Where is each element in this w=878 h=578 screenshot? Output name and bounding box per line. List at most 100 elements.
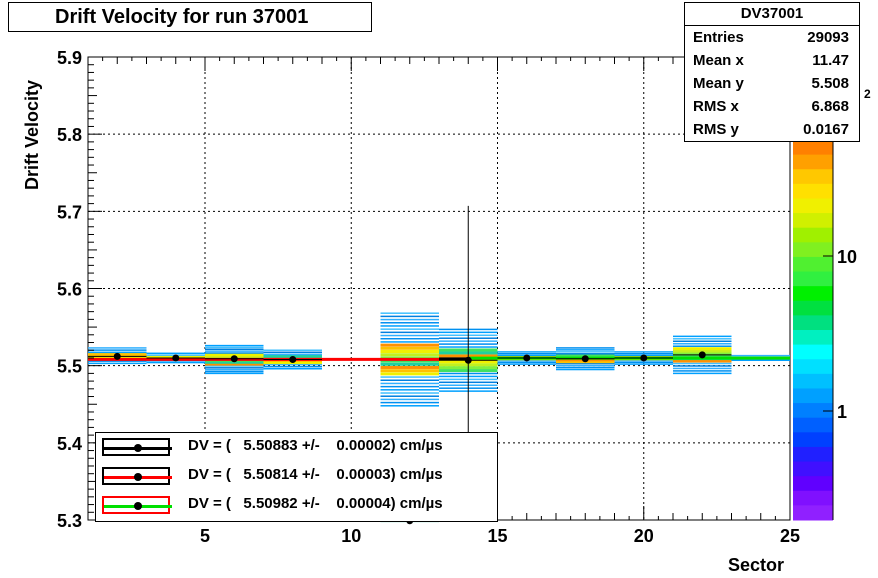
colorbar-segment [793,242,833,258]
y-tick-label: 5.7 [57,202,82,222]
colorbar-segment [793,198,833,214]
heatmap-cell [614,363,673,365]
colorbar-segment [793,140,833,156]
legend-label: DV = ( 5.50814 +/- 0.00003) cm/µs [188,466,443,483]
stats-value: 11.47 [812,52,849,69]
heatmap-cell [380,362,439,366]
stats-row-entries: Entries 29093 [685,26,859,49]
heatmap-cell [380,353,439,357]
heatmap-cell [556,351,615,353]
heatmap-cell [380,328,439,330]
stats-row-rms-y: RMS y 0.0167 [685,118,859,141]
heatmap-cell [556,353,615,355]
heatmap-cell [673,340,732,343]
colorbar-segment [793,315,833,331]
legend-swatch-box [102,438,172,456]
heatmap-cell [380,337,439,340]
heatmap-cell [380,312,439,314]
colorbar-segment [793,256,833,273]
colorbar-segment [793,213,833,229]
x-tick-label: 15 [487,526,507,546]
heatmap-cell [673,338,732,340]
heatmap-cell [380,395,439,397]
heatmap-cell [497,352,556,355]
x-tick-label: 10 [341,526,361,546]
stats-row-rms-x: RMS x 6.868 [685,95,859,118]
colorbar-segment [793,403,833,419]
heatmap-cell [673,343,732,345]
heatmap-cell [673,359,732,363]
heatmap-cell [556,347,615,349]
stats-row-mean-x: Mean x 11.47 [685,49,859,72]
legend-entry: DV = ( 5.50814 +/- 0.00003) cm/µs [96,464,497,490]
chart-title: Drift Velocity for run 37001 [8,2,372,32]
heatmap-cell [380,334,439,337]
stats-value: 5.508 [811,75,849,92]
heatmap-cell [380,322,439,324]
heatmap-cell [673,345,732,347]
legend-swatch-box [102,496,172,514]
heatmap-cell [556,362,615,365]
heatmap-cell [88,360,147,362]
x-tick-label: 20 [634,526,654,546]
colorbar-segment [793,344,833,360]
colorbar-segment [793,432,833,448]
legend-label: DV = ( 5.50982 +/- 0.00004) cm/µs [188,495,443,512]
heatmap-cell [88,362,147,365]
colorbar-segment [793,359,833,375]
heatmap-cell [614,351,673,353]
x-tick-label: 5 [200,526,210,546]
heatmap-cell [205,346,264,349]
colorbar: 1 10 2 [793,87,871,521]
heatmap-cell [673,370,732,372]
heatmap-cell [263,365,322,368]
data-point [230,355,238,363]
heatmap-cell [497,351,556,353]
heatmap-cell [731,359,790,362]
y-tick-label: 5.9 [57,48,82,68]
stats-box: DV37001 Entries 29093 Mean x 11.47 Mean … [684,2,860,142]
data-point [172,354,180,362]
data-point [523,354,531,362]
heatmap-cell [205,365,264,367]
y-tick-label: 5.4 [57,434,82,454]
legend-label: DV = ( 5.50883 +/- 0.00002) cm/µs [188,437,443,454]
colorbar-segment [793,476,833,492]
heatmap-cell [263,349,322,351]
heatmap-cell [673,367,732,370]
y-tick-label: 5.6 [57,280,82,300]
heatmap-cell [556,349,615,351]
y-axis-label: Drift Velocity [22,80,42,190]
heatmap-cell [205,368,264,371]
stats-label: Mean x [693,52,744,69]
colorbar-segment [793,169,833,185]
colorbar-segment [793,388,833,404]
heatmap-cell [380,379,439,381]
x-axis-label: Sector [728,555,784,575]
heatmap-cell [380,389,439,391]
stats-value: 29093 [807,29,849,46]
legend-marker [134,473,142,481]
legend-swatch-box [102,467,172,485]
heatmap-cell [380,315,439,318]
heatmap-cell [380,341,439,343]
heatmap-cell [380,331,439,334]
heatmap-cell [556,364,615,367]
heatmap-cell [88,347,147,349]
legend-entry: DV = ( 5.50883 +/- 0.00002) cm/µs [96,435,497,461]
heatmap-cell [673,349,732,353]
heatmap-cell [380,346,439,350]
heatmap-cell [380,359,439,363]
colorbar-tick-label: 1 [837,402,847,422]
data-point [113,352,121,360]
colorbar-tick-label: 10 [837,247,857,267]
heatmap-cell [380,372,439,376]
colorbar-segment [793,490,833,506]
heatmap-cell [673,347,732,351]
legend: DV = ( 5.50883 +/- 0.00002) cm/µs DV = (… [95,432,498,522]
colorbar-segment [793,417,833,433]
heatmap-cell [556,368,615,371]
colorbar-segment [793,330,833,346]
heatmap-cell [380,365,439,369]
